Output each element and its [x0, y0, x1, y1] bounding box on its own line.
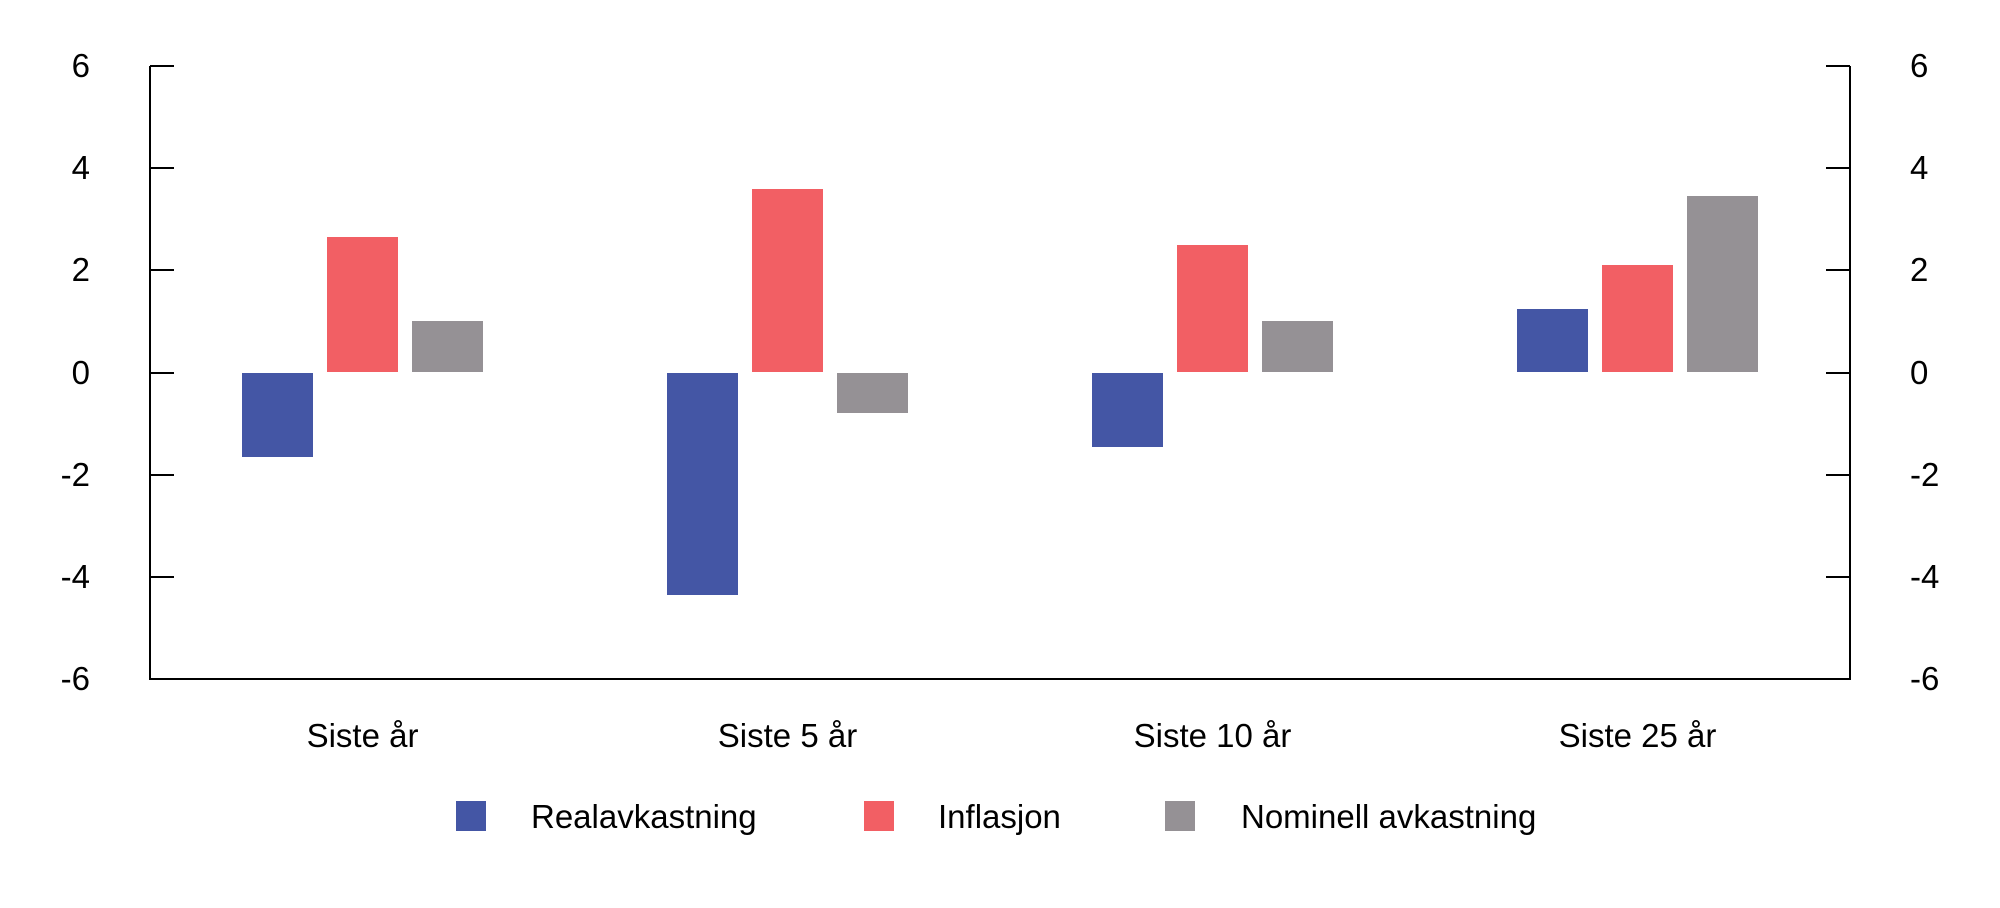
x-axis-category-label: Siste 10 år	[1133, 717, 1292, 754]
y-axis-left-label: -6	[60, 660, 90, 697]
y-axis-right-label: 0	[1910, 353, 1929, 391]
y-axis-right-tick	[1826, 167, 1850, 170]
bar-nominell-avkastning	[837, 372, 908, 414]
bar-nominell-avkastning	[412, 321, 483, 373]
bar-inflasjon	[327, 237, 398, 373]
y-axis-right-label: 4	[1910, 149, 1929, 187]
y-axis-left-tick	[150, 65, 174, 67]
legend-swatch-inflasjon	[864, 801, 894, 831]
y-axis-left-tick	[150, 269, 174, 272]
x-axis-line	[149, 678, 1851, 680]
x-axis-category-label: Siste 25 år	[1558, 717, 1717, 754]
x-axis-category-label: Siste 5 år	[717, 717, 858, 754]
bar-inflasjon	[1602, 265, 1673, 373]
bar-realavkastning	[1092, 372, 1163, 447]
y-axis-right-line	[1849, 66, 1851, 680]
bar-realavkastning	[667, 372, 738, 595]
y-axis-left-label: 2	[71, 251, 90, 289]
bar-realavkastning	[1517, 308, 1588, 373]
y-axis-right-label: -4	[1910, 557, 1940, 595]
y-axis-right-tick	[1826, 371, 1850, 374]
legend-label-realavkastning: Realavkastning	[531, 798, 757, 835]
legend-label-inflasjon: Inflasjon	[938, 798, 1061, 835]
y-axis-right-label: -2	[1910, 455, 1940, 493]
y-axis-left-tick	[150, 575, 174, 578]
bar-nominell-avkastning	[1687, 196, 1758, 373]
y-axis-right-label: -6	[1910, 660, 1940, 697]
bar-realavkastning	[242, 372, 313, 457]
y-axis-right-tick	[1826, 269, 1850, 272]
legend-label-nominell-avkastning: Nominell avkastning	[1241, 798, 1537, 835]
y-axis-right-label: 2	[1910, 251, 1929, 289]
bar-inflasjon	[752, 188, 823, 373]
y-axis-left-label: -4	[60, 557, 90, 595]
y-axis-left-label: 0	[71, 353, 90, 391]
y-axis-right-tick	[1826, 575, 1850, 578]
y-axis-left-label: 6	[71, 47, 90, 84]
legend-swatch-nominell-avkastning	[1165, 801, 1195, 831]
bar-inflasjon	[1177, 244, 1248, 373]
y-axis-right-tick	[1826, 473, 1850, 476]
y-axis-left-tick	[150, 473, 174, 476]
y-axis-left-label: 4	[71, 149, 90, 187]
legend-swatch-realavkastning	[456, 801, 486, 831]
bar-nominell-avkastning	[1262, 321, 1333, 373]
y-axis-left-tick	[150, 371, 174, 374]
y-axis-left-label: -2	[60, 455, 90, 493]
y-axis-right-tick	[1826, 65, 1850, 67]
y-axis-left-tick	[150, 167, 174, 170]
x-axis-category-label: Siste år	[306, 717, 419, 754]
y-axis-right-label: 6	[1910, 47, 1929, 84]
